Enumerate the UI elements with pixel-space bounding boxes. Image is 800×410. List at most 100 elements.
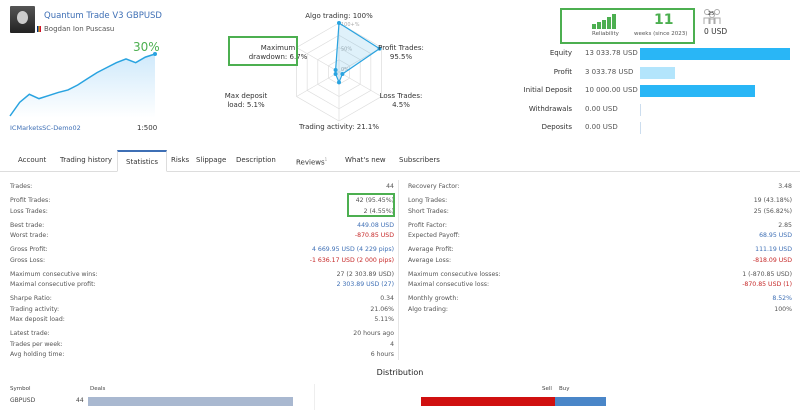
stat-label: Average Loss: <box>408 256 452 264</box>
radar-label: Maximum <box>261 44 296 52</box>
reliability-label: Reliability <box>592 31 619 37</box>
balance-bar <box>640 85 756 97</box>
stat-value: 449.08 USD <box>357 221 394 229</box>
radar-point <box>377 46 382 51</box>
stat-value: 3.48 <box>778 183 792 190</box>
stat-row: Monthly growth: 8.52% <box>408 294 792 304</box>
stat-value: 1 (-870.85 USD) <box>742 270 792 278</box>
signal-title[interactable]: Quantum Trade V3 GBPUSD <box>44 11 162 21</box>
radar-chart: 100+% 50% 0% Algo trading: 100% Profit Trade… <box>225 12 424 131</box>
stat-value: 100% <box>774 305 792 313</box>
stat-value: 2 (4.55%) <box>363 207 394 215</box>
radar-axis <box>338 71 382 97</box>
stat-label: Avg holding time: <box>10 351 65 358</box>
stat-label: Maximal consecutive loss: <box>408 281 490 288</box>
reliability-bars-icon <box>592 14 616 29</box>
balance-value: 10 000.00 USD <box>585 86 638 94</box>
stat-label: Latest trade: <box>10 330 50 337</box>
stat-label: Worst trade: <box>10 232 49 239</box>
balance-bar <box>640 66 675 79</box>
stat-value: 6 hours <box>370 351 394 358</box>
stat-row: Profit Factor: 2.85 <box>408 221 792 231</box>
stat-row: Maximal consecutive profit: 2 303.89 USD … <box>10 280 394 290</box>
stat-row: Trading activity: 21.06% <box>10 305 394 315</box>
radar-label: 95.5% <box>390 53 413 61</box>
dist-divider <box>314 384 315 410</box>
drawdown-highlight <box>228 36 298 66</box>
col-symbol: Symbol <box>10 386 31 392</box>
balance-row: Profit 3 033.78 USD <box>520 66 800 79</box>
balance-bar <box>640 48 790 60</box>
distribution-title: Distribution <box>376 368 424 377</box>
radar-label: Profit Trades: <box>378 44 424 52</box>
tab-subscribers[interactable]: Subscribers <box>391 150 448 172</box>
stat-row: Profit Trades: 42 (95.45%) <box>10 196 394 206</box>
stat-row: Max deposit load: 5.11% <box>10 315 394 325</box>
balance-label: Equity <box>549 49 572 57</box>
radar-label: Algo trading: 100% <box>305 12 373 20</box>
author-avatar[interactable] <box>10 6 35 33</box>
stat-row: Expected Payoff: 68.95 USD <box>408 231 792 241</box>
stat-value: 111.19 USD <box>755 246 792 253</box>
tab-reviews[interactable]: Reviews1 <box>288 150 335 172</box>
tab-statistics[interactable]: Statistics <box>117 150 167 172</box>
radar-label: Max deposit <box>225 92 268 100</box>
stat-label: Recovery Factor: <box>408 183 460 190</box>
tab-label: Description <box>236 156 276 164</box>
stat-label: Maximum consecutive wins: <box>10 270 98 278</box>
stat-label: Best trade: <box>10 221 45 229</box>
tab-trading-history[interactable]: Trading history <box>52 150 120 172</box>
subscribers-count: 25 <box>708 11 715 17</box>
stat-label: Trading activity: <box>10 305 60 313</box>
stat-value: -870.85 USD <box>354 232 394 239</box>
stat-row: Avg holding time: 6 hours <box>10 350 394 360</box>
subscribers-icon <box>703 9 721 24</box>
balance-value: 0.00 USD <box>585 104 618 113</box>
tab-description[interactable]: Description <box>228 150 284 172</box>
radar-label: 4.5% <box>392 101 410 109</box>
tab-what-s-new[interactable]: What's new <box>337 150 394 172</box>
stat-label: Profit Factor: <box>408 221 448 229</box>
stat-label: Max deposit load: <box>10 316 65 323</box>
stat-value: 4 <box>390 340 394 348</box>
tab-account[interactable]: Account <box>10 150 54 172</box>
balance-row: Initial Deposit 10 000.00 USD <box>520 85 800 97</box>
stat-row: Average Loss: -818.09 USD <box>408 256 792 266</box>
radar-label: drawdown: 6.7% <box>249 53 308 61</box>
stat-row: Maximum consecutive losses: 1 (-870.85 US… <box>408 270 792 280</box>
col-deals: Deals <box>90 386 106 392</box>
tab-label: Risks <box>171 156 190 164</box>
tab-label: Slippage <box>196 156 227 164</box>
stat-value: 19 (43.18%) <box>753 197 792 204</box>
stat-label: Gross Loss: <box>10 256 46 264</box>
stat-value: 44 <box>386 183 394 190</box>
tab-bar: Account Trading history Statistics Risks Sli… <box>0 150 800 172</box>
tab-risks[interactable]: Risks <box>163 150 197 172</box>
radar-point <box>333 68 338 73</box>
stat-label: Loss Trades: <box>10 207 48 215</box>
dist-deals-count: 44 <box>76 397 84 404</box>
broker-server[interactable]: ICMarketsSC-Demo02 <box>10 124 81 132</box>
equity-endpoint <box>153 52 157 56</box>
stat-label: Profit Trades: <box>10 197 51 204</box>
stat-label: Algo trading: <box>408 305 448 313</box>
stat-label: Trades: <box>10 183 33 190</box>
reliability-box: Reliability 11 weeks (since 2023) <box>560 8 695 44</box>
radar-axis <box>296 71 340 97</box>
tab-label: Subscribers <box>399 156 440 164</box>
flag-icon <box>37 26 41 32</box>
radar-tick: 100+% <box>341 22 360 28</box>
stat-row: Worst trade: -870.85 USD <box>10 231 394 241</box>
trades-highlight <box>347 193 395 217</box>
balance-value: 3 033.78 USD <box>585 67 634 76</box>
column-divider <box>398 180 399 360</box>
tab-slippage[interactable]: Slippage <box>188 150 234 172</box>
radar-point <box>337 21 341 25</box>
author-name[interactable]: Bogdan Ion Puscasu <box>44 25 115 33</box>
col-sell: Sell <box>542 386 552 392</box>
radar-label: load: 5.1% <box>227 101 265 109</box>
tab-label: Account <box>18 156 47 164</box>
equity-line <box>9 53 156 117</box>
balance-bar <box>640 122 641 134</box>
stat-value: 0.34 <box>380 295 394 302</box>
